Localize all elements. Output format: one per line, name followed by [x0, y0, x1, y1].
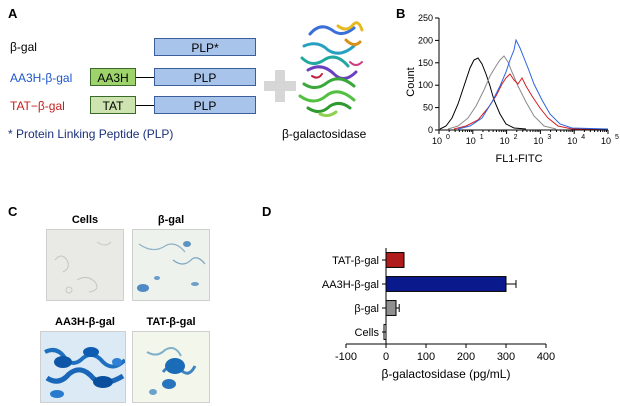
- bar: [385, 252, 405, 268]
- histogram-tat-bgal: [453, 73, 608, 130]
- panel-label-c: C: [8, 204, 18, 219]
- flow-y-tick-label: 150: [418, 58, 433, 68]
- plp-box-bgal: PLP*: [154, 38, 256, 56]
- plp-box-tat: PLP: [154, 96, 256, 114]
- protein-label: β-galactosidase: [282, 127, 367, 141]
- micrograph-tat: [132, 331, 210, 403]
- tat-tag-box: TAT: [90, 96, 136, 114]
- histogram-unstained: [439, 57, 527, 130]
- micrograph-aa3h: [40, 331, 126, 403]
- bar-category-label: AA3H-β-gal: [322, 279, 379, 291]
- micrograph-title-bgal: β-gal: [157, 214, 185, 226]
- aa3h-tag-box: AA3H: [90, 68, 136, 86]
- bar-category-label: Cells: [355, 327, 380, 339]
- panel-label-d: D: [262, 204, 272, 219]
- plp-footnote: * Protein Linking Peptide (PLP): [8, 127, 174, 141]
- bar-x-tick-label: -100: [335, 351, 357, 363]
- bar-x-tick-label: 300: [497, 351, 515, 363]
- histogram-bgal: [447, 55, 557, 130]
- beta-galactosidase-structure-image: [298, 21, 364, 118]
- micrograph-cells: [46, 229, 124, 301]
- flow-y-tick-label: 50: [423, 103, 433, 113]
- micrograph-title-cells: Cells: [71, 214, 99, 226]
- flow-x-tick-label: 10: [432, 136, 442, 146]
- flow-x-tick-label: 10: [500, 136, 510, 146]
- flow-y-tick-label: 100: [418, 80, 433, 90]
- bar-x-tick-label: 200: [457, 351, 475, 363]
- flow-y-tick-label: 200: [418, 35, 433, 45]
- micrograph-bgal: [132, 229, 210, 301]
- flow-x-tick-exponent: 1: [480, 134, 484, 141]
- flow-cytometry-histogram: Count FL1-FITC 10 0 10 1 10 2 10 3 10 4 10 50501001…: [405, 13, 619, 165]
- micrograph-title-tat: TAT-β-gal: [146, 316, 196, 328]
- flow-x-tick-exponent: 3: [547, 134, 551, 141]
- plus-icon: [264, 70, 296, 102]
- flow-x-tick-label: 10: [533, 136, 543, 146]
- flow-x-tick-label: 10: [466, 136, 476, 146]
- flow-ylabel: Count: [405, 67, 417, 96]
- panel-label-b: B: [396, 6, 406, 21]
- flow-xlabel: FL1-FITC: [495, 153, 542, 165]
- linker-line: [136, 105, 154, 106]
- flow-x-tick-exponent: 0: [446, 134, 450, 141]
- beta-gal-bar-chart: -100 0 100 200 300 400 TAT-β-gal AA3H-β-gal β-ga…: [322, 248, 555, 381]
- flow-x-tick-label: 10: [601, 136, 611, 146]
- construct-label-aa3h: AA3H-β-gal: [10, 71, 73, 85]
- construct-label-tat: TAT−β-gal: [10, 99, 65, 113]
- micrograph-title-aa3h: AA3H-β-gal: [55, 316, 115, 328]
- bar-x-tick-label: 100: [417, 351, 435, 363]
- panel-label-a: A: [8, 6, 18, 21]
- flow-y-tick-label: 0: [428, 125, 433, 135]
- flow-y-tick-label: 250: [418, 13, 433, 23]
- plp-box-aa3h: PLP: [154, 68, 256, 86]
- bar-x-tick-label: 0: [383, 351, 389, 363]
- flow-x-tick-exponent: 4: [581, 134, 585, 141]
- flow-x-tick-exponent: 5: [615, 134, 619, 141]
- bar: [385, 276, 507, 292]
- histogram-aa3h-bgal: [457, 38, 609, 130]
- linker-line: [136, 77, 154, 78]
- bar: [385, 300, 397, 316]
- bar-category-label: β-gal: [354, 303, 379, 315]
- bar-category-label: TAT-β-gal: [332, 255, 379, 267]
- flow-x-tick-label: 10: [567, 136, 577, 146]
- bar-xlabel: β-galactosidase (pg/mL): [382, 367, 511, 381]
- flow-x-tick-exponent: 2: [514, 134, 518, 141]
- bar-x-tick-label: 400: [537, 351, 555, 363]
- construct-label-bgal: β-gal: [10, 40, 37, 54]
